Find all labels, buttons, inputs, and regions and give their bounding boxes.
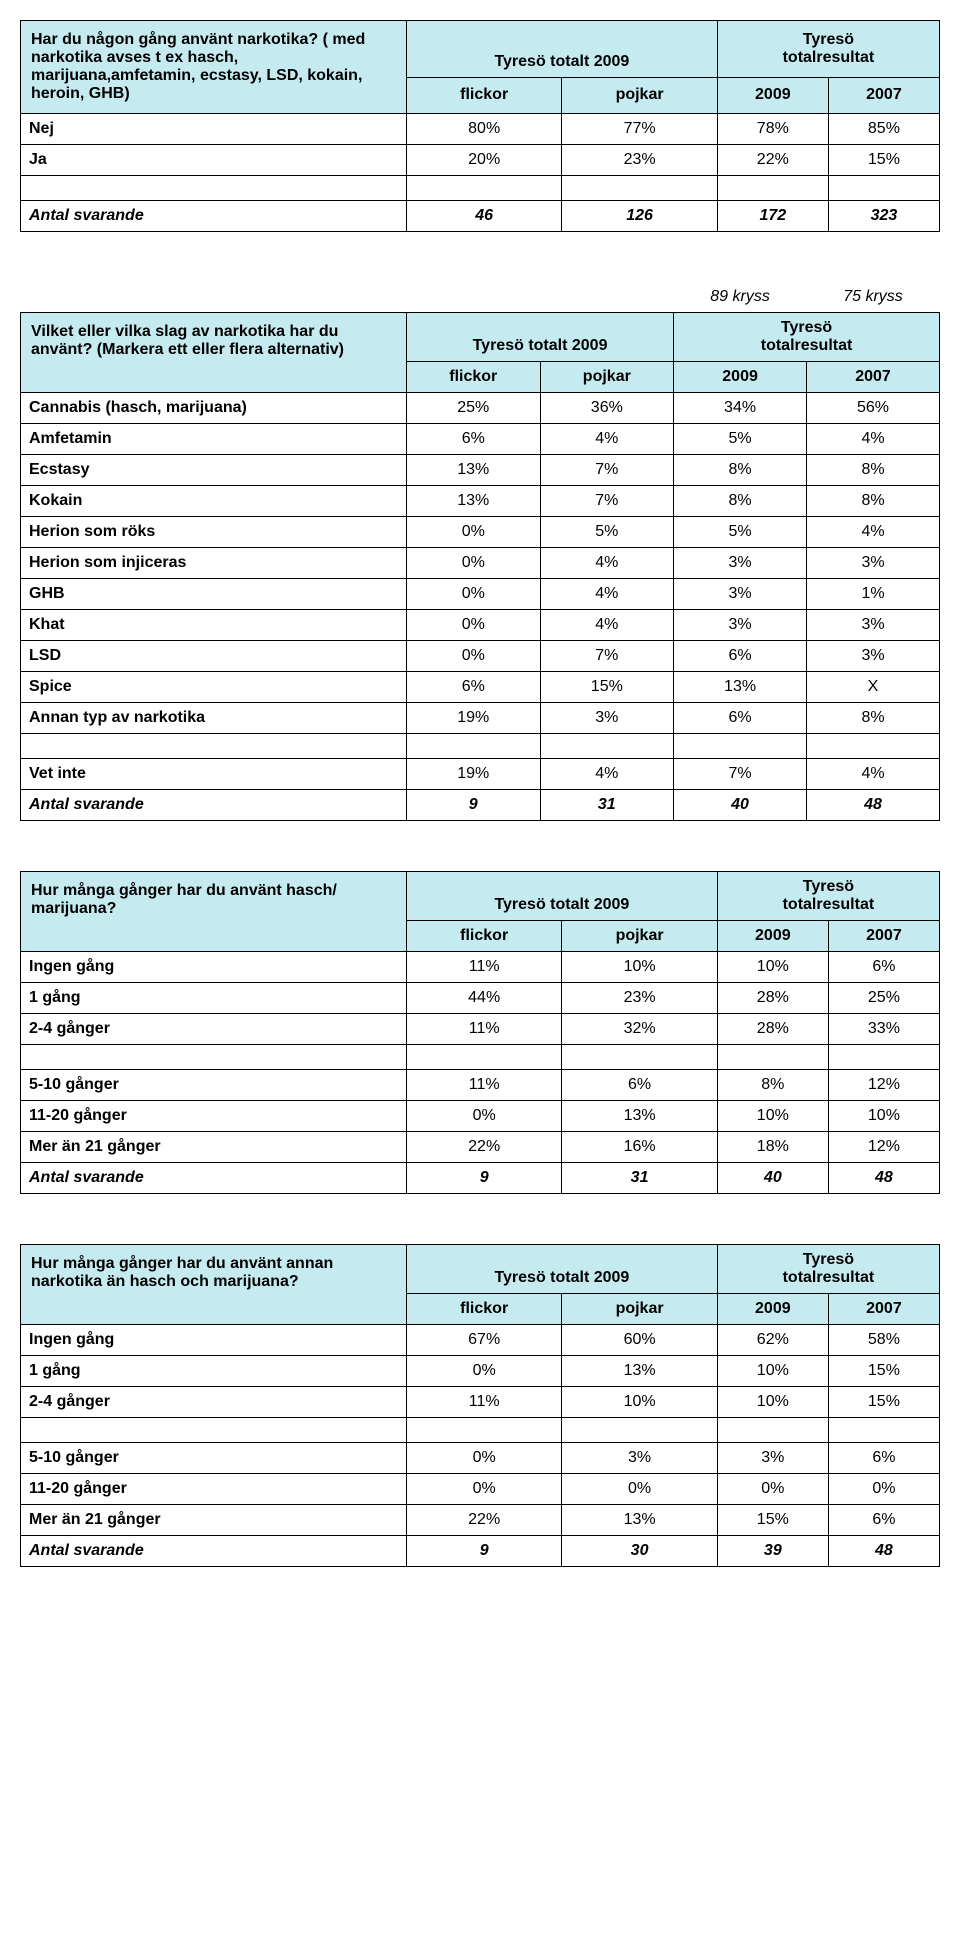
table-row: 11-20 gånger0%13%10%10% [21, 1101, 940, 1132]
table-4: Hur många gånger har du använt annan nar… [20, 1244, 940, 1567]
table-row: GHB0%4%3%1% [21, 579, 940, 610]
table-row: Cannabis (hasch, marijuana)25%36%34%56% [21, 393, 940, 424]
table-row: Amfetamin6%4%5%4% [21, 424, 940, 455]
sub-2007: 2007 [828, 77, 939, 113]
table-row: 5-10 gånger0%3%3%6% [21, 1443, 940, 1474]
table-row: 5-10 gånger11%6%8%12% [21, 1070, 940, 1101]
antal-row: Antal svarande 46 126 172 323 [21, 201, 940, 232]
table-row: Ecstasy13%7%8%8% [21, 455, 940, 486]
table-row: 11-20 gånger0%0%0%0% [21, 1474, 940, 1505]
antal-row: Antal svarande 9 31 40 48 [21, 790, 940, 821]
col-totalt: Tyresö totalt 2009 [406, 21, 717, 78]
table-row: Herion som röks0%5%5%4% [21, 517, 940, 548]
table-row: Spice6%15%13%X [21, 672, 940, 703]
table-row: 1 gång44%23%28%25% [21, 983, 940, 1014]
table-1: Har du någon gång använt narkotika? ( me… [20, 20, 940, 232]
t1-question: Har du någon gång använt narkotika? ( me… [21, 21, 407, 114]
table-row: Kokain13%7%8%8% [21, 486, 940, 517]
sub-flickor: flickor [406, 77, 561, 113]
col-totalt: Tyresö totalt 2009 [406, 313, 673, 362]
col-resultat: Tyresötotalresultat [717, 21, 939, 78]
table-row: Herion som injiceras0%4%3%3% [21, 548, 940, 579]
t3-question: Hur många gånger har du använt hasch/ ma… [21, 872, 407, 952]
table-row: Nej 80% 77% 78% 85% [21, 114, 940, 145]
sub-2009: 2009 [717, 77, 828, 113]
t2-question: Vilket eller vilka slag av narkotika har… [21, 313, 407, 393]
table-row: Khat0%4%3%3% [21, 610, 940, 641]
table-row: 1 gång0%13%10%15% [21, 1356, 940, 1387]
table-3: Hur många gånger har du använt hasch/ ma… [20, 871, 940, 1194]
table-row: Ja 20% 23% 22% 15% [21, 145, 940, 176]
antal-row: Antal svarande 9 30 39 48 [21, 1536, 940, 1567]
table-row: 2-4 gånger11%10%10%15% [21, 1387, 940, 1418]
table-row: Annan typ av narkotika19%3%6%8% [21, 703, 940, 734]
table-2: 89 kryss 75 kryss Vilket eller vilka sla… [20, 282, 940, 821]
sub-pojkar: pojkar [562, 77, 717, 113]
t4-question: Hur många gånger har du använt annan nar… [21, 1245, 407, 1325]
kryss-75: 75 kryss [807, 282, 940, 313]
table-row: LSD0%7%6%3% [21, 641, 940, 672]
table-row: Mer än 21 gånger22%13%15%6% [21, 1505, 940, 1536]
kryss-89: 89 kryss [674, 282, 807, 313]
antal-row: Antal svarande 9 31 40 48 [21, 1163, 940, 1194]
table-row: Mer än 21 gånger22%16%18%12% [21, 1132, 940, 1163]
table-row: 2-4 gånger11%32%28%33% [21, 1014, 940, 1045]
table-row: Ingen gång11%10%10%6% [21, 952, 940, 983]
table-row: Vet inte19%4%7%4% [21, 759, 940, 790]
col-resultat: Tyresötotalresultat [674, 313, 940, 362]
table-row: Ingen gång67%60%62%58% [21, 1325, 940, 1356]
